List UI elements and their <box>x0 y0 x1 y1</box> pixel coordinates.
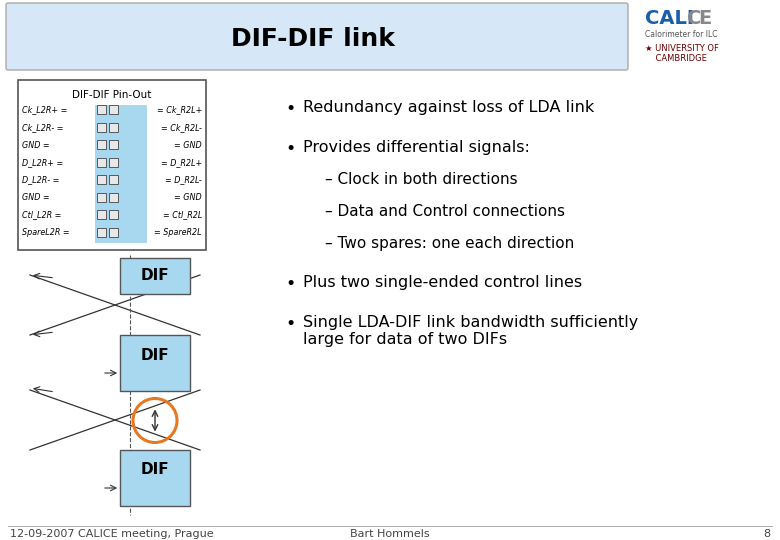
Text: Single LDA-DIF link bandwidth sufficiently
large for data of two DIFs: Single LDA-DIF link bandwidth sufficient… <box>303 315 638 347</box>
Bar <box>109 227 118 237</box>
Text: = Ck_R2L-: = Ck_R2L- <box>161 123 202 132</box>
Text: 8: 8 <box>763 529 770 539</box>
Text: •: • <box>285 275 296 293</box>
Text: = GND: = GND <box>175 193 202 202</box>
Text: CALI: CALI <box>645 9 694 28</box>
Text: = SpareR2L: = SpareR2L <box>154 228 202 237</box>
Text: – Clock in both directions: – Clock in both directions <box>325 172 518 187</box>
Text: = D_R2L-: = D_R2L- <box>165 176 202 185</box>
Text: DIF: DIF <box>140 348 169 362</box>
Bar <box>109 210 118 219</box>
Text: Ck_L2R+ =: Ck_L2R+ = <box>22 105 67 114</box>
Text: DIF-DIF Pin-Out: DIF-DIF Pin-Out <box>73 90 151 100</box>
Text: DIF: DIF <box>140 462 169 477</box>
Text: 12-09-2007 CALICE meeting, Prague: 12-09-2007 CALICE meeting, Prague <box>10 529 214 539</box>
Bar <box>109 158 118 166</box>
Text: DIF-DIF link: DIF-DIF link <box>231 27 395 51</box>
Text: E: E <box>698 9 711 28</box>
Text: Bart Hommels: Bart Hommels <box>350 529 430 539</box>
Text: C: C <box>687 9 701 28</box>
Bar <box>97 192 106 201</box>
Text: GND =: GND = <box>22 193 50 202</box>
Bar <box>97 210 106 219</box>
Bar <box>97 175 106 184</box>
Bar <box>109 192 118 201</box>
Bar <box>97 158 106 166</box>
Text: •: • <box>285 140 296 158</box>
Text: D_L2R+ =: D_L2R+ = <box>22 158 63 167</box>
Bar <box>109 140 118 149</box>
Text: = Ctl_R2L: = Ctl_R2L <box>162 211 202 219</box>
Text: ★ UNIVERSITY OF: ★ UNIVERSITY OF <box>645 44 719 53</box>
Text: Redundancy against loss of LDA link: Redundancy against loss of LDA link <box>303 100 594 115</box>
Text: – Two spares: one each direction: – Two spares: one each direction <box>325 236 574 251</box>
Text: CAMBRIDGE: CAMBRIDGE <box>645 54 707 63</box>
Bar <box>95 105 147 243</box>
Bar <box>18 80 206 250</box>
Text: D_L2R- =: D_L2R- = <box>22 176 59 185</box>
Text: •: • <box>285 315 296 333</box>
Text: – Data and Control connections: – Data and Control connections <box>325 204 565 219</box>
Text: Ctl_L2R =: Ctl_L2R = <box>22 211 62 219</box>
FancyBboxPatch shape <box>6 3 628 70</box>
Bar <box>97 123 106 132</box>
Text: = Ck_R2L+: = Ck_R2L+ <box>157 105 202 114</box>
Bar <box>97 105 106 114</box>
Text: •: • <box>285 100 296 118</box>
Text: Calorimeter for ILC: Calorimeter for ILC <box>645 30 718 39</box>
Text: Ck_L2R- =: Ck_L2R- = <box>22 123 63 132</box>
Bar <box>120 258 190 294</box>
Bar <box>120 450 190 506</box>
Text: = D_R2L+: = D_R2L+ <box>161 158 202 167</box>
Bar <box>97 227 106 237</box>
Bar <box>97 140 106 149</box>
Bar <box>109 123 118 132</box>
Text: Provides differential signals:: Provides differential signals: <box>303 140 530 155</box>
Text: SpareL2R =: SpareL2R = <box>22 228 69 237</box>
Text: DIF: DIF <box>140 268 169 284</box>
Text: = GND: = GND <box>175 140 202 150</box>
Bar <box>109 175 118 184</box>
Text: Plus two single-ended control lines: Plus two single-ended control lines <box>303 275 582 290</box>
Text: GND =: GND = <box>22 140 50 150</box>
Bar <box>120 335 190 391</box>
Bar <box>109 105 118 114</box>
